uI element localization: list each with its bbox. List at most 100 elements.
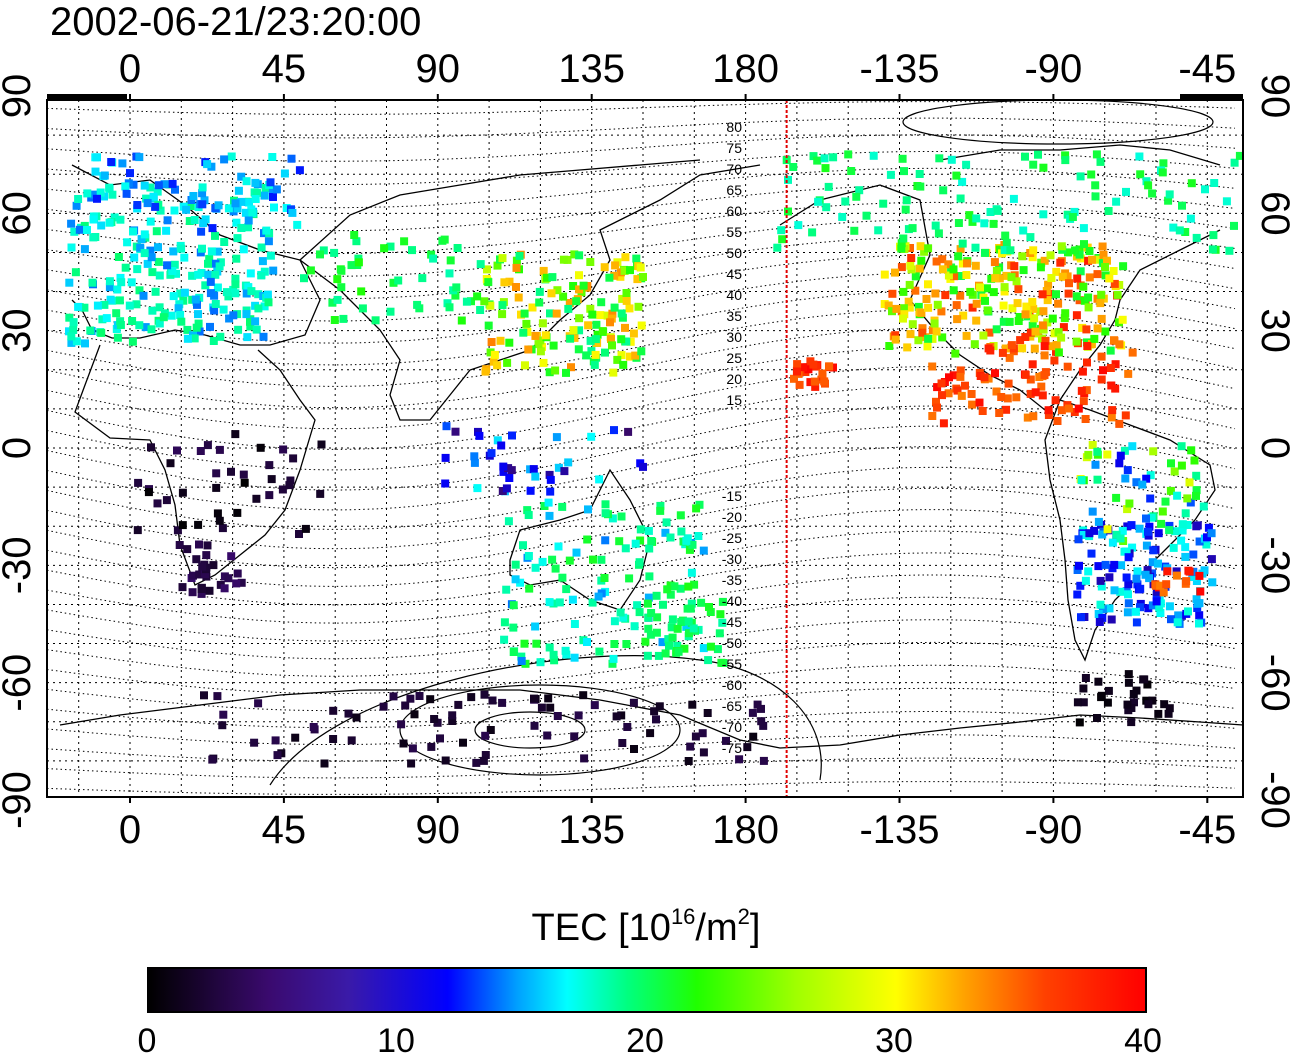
tec-cell (232, 218, 241, 227)
tec-cell (1081, 674, 1090, 682)
colorbar (147, 967, 1147, 1013)
tec-cell (1052, 290, 1060, 299)
colorbar-tick-label: 0 (137, 1022, 157, 1060)
tec-cell (647, 537, 656, 545)
tec-cell (386, 242, 395, 251)
tec-cell (1064, 289, 1073, 298)
tec-cell (567, 363, 575, 372)
tec-cell (579, 281, 588, 290)
tec-cell (644, 624, 653, 633)
tec-cell (548, 555, 557, 564)
tec-cell (632, 254, 641, 263)
tec-cell (1074, 404, 1083, 413)
tec-cell (908, 320, 917, 329)
tec-cell (116, 321, 125, 329)
tec-cell (379, 702, 388, 711)
tec-cell (194, 270, 203, 279)
tec-cell (75, 225, 84, 234)
tec-cell (215, 516, 224, 525)
tec-cell (601, 348, 609, 357)
tec-cell (937, 379, 946, 388)
tec-cell (1143, 680, 1152, 689)
tec-cell (743, 743, 752, 752)
tec-cell (645, 572, 654, 581)
tec-cell (610, 617, 619, 626)
tec-cell (286, 476, 295, 485)
tec-cell (146, 246, 155, 255)
tec-cell (1072, 337, 1081, 346)
tec-cell (196, 447, 205, 455)
tec-data-cells (65, 150, 1243, 768)
tec-cell (1030, 314, 1039, 323)
tec-cell (546, 309, 554, 318)
tec-cell (1054, 328, 1063, 337)
tec-cell (67, 219, 76, 228)
tec-cell (967, 390, 976, 398)
tec-cell (540, 502, 549, 510)
tec-cell (1230, 158, 1239, 167)
tec-cell (1144, 700, 1153, 709)
tec-cell (1038, 391, 1047, 400)
tec-cell (1156, 599, 1165, 608)
south-pole-contour-outer (269, 655, 822, 786)
tec-cell (1183, 494, 1192, 503)
tec-cell (1070, 207, 1079, 216)
tec-cell (147, 253, 156, 262)
mlat-contour (47, 134, 1236, 162)
tec-cell (970, 340, 979, 349)
top-lon-label: 135 (558, 47, 625, 91)
tec-cell (220, 584, 229, 593)
tec-cell (191, 295, 200, 304)
tec-cell (427, 742, 436, 751)
tec-cell (282, 204, 291, 212)
tec-cell (1078, 367, 1087, 376)
tec-cell (622, 296, 631, 305)
tec-cell (735, 755, 744, 764)
tec-cell (1092, 150, 1101, 159)
tec-cell (959, 311, 968, 320)
tec-cell (616, 272, 625, 281)
tec-cell (116, 273, 125, 282)
tec-cell (645, 544, 654, 553)
tec-cell (498, 698, 507, 707)
tec-cell (810, 377, 819, 386)
tec-cell (718, 597, 727, 606)
tec-cell (621, 323, 629, 332)
tec-cell (972, 316, 981, 325)
tec-cell (535, 287, 544, 296)
tec-cell (549, 650, 558, 659)
tec-cell (1005, 353, 1014, 362)
tec-cell (100, 300, 109, 309)
tec-cell (530, 721, 539, 730)
tec-cell (257, 243, 266, 252)
tec-cell (545, 470, 554, 479)
tec-cell (189, 192, 198, 200)
tec-cell (685, 545, 694, 554)
tec-cell (521, 361, 529, 370)
tec-cell (789, 163, 798, 171)
top-tick (282, 94, 285, 100)
mlat-label: -20 (722, 509, 742, 525)
tec-cell (656, 506, 665, 515)
tec-cell (240, 478, 249, 487)
tec-cell (443, 299, 452, 308)
tec-cell (190, 334, 199, 343)
tec-cell (440, 235, 449, 244)
tec-cell (462, 297, 471, 306)
tec-cell (484, 278, 493, 287)
tec-cell (170, 260, 179, 269)
tec-cell (399, 739, 408, 748)
tec-cell (635, 608, 644, 617)
tec-cell (169, 292, 178, 301)
tec-cell (545, 511, 554, 520)
tec-cell (1115, 419, 1124, 428)
tec-cell (635, 558, 644, 567)
tec-cell (1088, 255, 1096, 264)
tec-cell (1039, 307, 1048, 316)
tec-cell (549, 341, 558, 350)
tec-cell (588, 598, 597, 607)
mlat-label: -65 (722, 698, 742, 714)
tec-cell (173, 446, 181, 455)
top-lon-label: -45 (1178, 47, 1236, 91)
tec-cell (291, 733, 300, 742)
